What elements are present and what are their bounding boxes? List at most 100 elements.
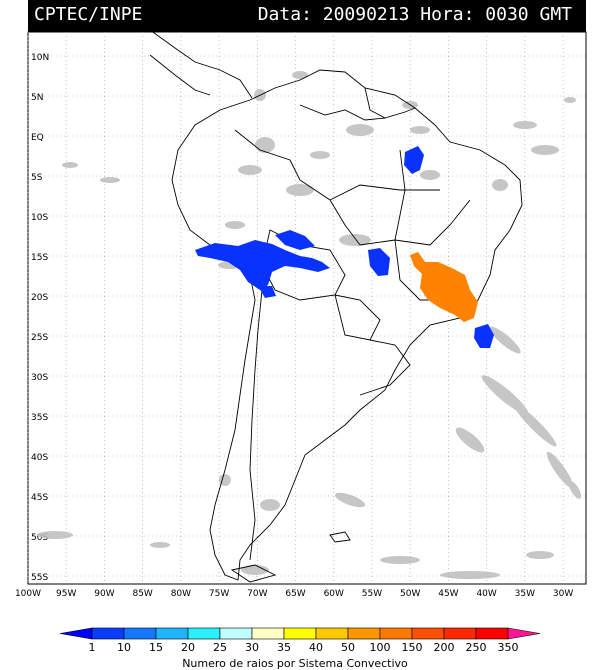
border-argentina-chile <box>249 289 263 561</box>
cloud-patch <box>410 126 430 134</box>
cluster-atlantic <box>474 324 494 348</box>
lat-tick-label: 55S <box>31 573 48 583</box>
cloud-patch <box>564 97 576 103</box>
cloud-patch <box>225 221 245 229</box>
lon-tick-label: 50W <box>400 589 420 599</box>
falkland-islands <box>329 531 351 543</box>
cluster-southeast-brazil <box>410 252 478 322</box>
legend-tick-label: 250 <box>466 641 487 654</box>
legend-color-swatch <box>187 627 221 640</box>
cloud-patch <box>62 162 78 168</box>
border-guianas <box>364 87 416 119</box>
legend-color-swatch <box>155 627 189 640</box>
cloud-patch <box>310 151 330 159</box>
lon-tick-label: 100W <box>15 589 41 599</box>
cloud-patch <box>150 542 170 548</box>
cloud-patch <box>455 427 485 453</box>
cloud-patch <box>238 165 262 175</box>
cluster-northeast <box>404 146 424 174</box>
legend-tick-label: 30 <box>245 641 259 654</box>
datetime-label: Data: 20090213 Hora: 0030 GMT <box>257 4 572 25</box>
legend-tick-label: 150 <box>402 641 423 654</box>
lat-tick-label: 35S <box>31 413 48 423</box>
longitude-labels: 100W 95W 90W 85W 80W 75W 70W 65W 60W 55W 50W 45W 40W… <box>15 589 573 599</box>
lightning-clusters-orange <box>410 252 478 322</box>
legend-color-swatch <box>347 627 381 640</box>
cluster-amazon <box>275 230 315 250</box>
lat-tick-label: 5N <box>31 93 43 103</box>
legend-color-swatch <box>251 627 285 640</box>
border-colombia-peru <box>234 129 301 181</box>
lon-tick-label: 80W <box>171 589 191 599</box>
cloud-patch <box>286 184 314 196</box>
lat-tick-label: 30S <box>31 373 48 383</box>
cloud-patch <box>346 124 374 136</box>
lat-tick-label: 50S <box>31 533 48 543</box>
legend-color-swatch <box>507 627 541 640</box>
cloud-patch <box>260 499 280 511</box>
latitude-labels: 10N 5N EQ 5S 10S 15S 20S 25S 30S 35S 40S 45S 50S 55S <box>31 53 49 583</box>
legend-tick-labels: 1 10 15 20 25 30 35 40 50 100 150 200 250 350 <box>89 641 519 654</box>
cloud-patch <box>339 234 371 246</box>
legend-tick-label: 1 <box>89 641 96 654</box>
lon-tick-label: 75W <box>209 589 229 599</box>
legend-tick-label: 40 <box>309 641 323 654</box>
gray-cloud-areas <box>37 71 582 579</box>
legend-tick-label: 100 <box>370 641 391 654</box>
cluster-peru-bolivia <box>195 240 330 290</box>
legend-tick-label: 35 <box>277 641 291 654</box>
map-frame <box>27 31 587 585</box>
lon-tick-label: 30W <box>553 589 573 599</box>
lon-tick-label: 70W <box>247 589 267 599</box>
cloud-patch <box>440 571 500 579</box>
lat-tick-label: 25S <box>31 333 48 343</box>
cloud-patch <box>531 145 559 155</box>
lat-tick-label: 5S <box>31 173 43 183</box>
lat-tick-label: 10S <box>31 213 48 223</box>
lon-tick-label: 55W <box>362 589 382 599</box>
legend-color-swatch <box>411 627 445 640</box>
cloud-patch <box>513 121 537 129</box>
cluster-central-brazil <box>368 248 390 276</box>
lat-tick-label: 45S <box>31 493 48 503</box>
cloud-patch <box>380 556 420 564</box>
legend-color-swatch <box>379 627 413 640</box>
tierra-del-fuego <box>230 564 277 583</box>
color-legend <box>59 627 541 640</box>
legend-color-swatch <box>283 627 317 640</box>
cloud-patch <box>513 403 557 447</box>
lat-tick-label: 10N <box>31 53 49 63</box>
legend-color-swatch <box>59 627 93 640</box>
lon-tick-label: 85W <box>132 589 152 599</box>
legend-tick-label: 25 <box>213 641 227 654</box>
cloud-patch <box>100 177 120 183</box>
border-brazil-states-1 <box>359 199 471 246</box>
legend-tick-label: 350 <box>498 641 519 654</box>
lon-tick-label: 45W <box>438 589 458 599</box>
cloud-patch <box>241 565 269 575</box>
lat-tick-label: 40S <box>31 453 48 463</box>
border-brazil-states-4 <box>329 184 440 201</box>
legend-title: Numero de raios por Sistema Convectivo <box>182 657 408 670</box>
legend-tick-label: 10 <box>117 641 131 654</box>
legend-tick-label: 200 <box>434 641 455 654</box>
cloud-patch <box>219 474 231 486</box>
lon-tick-label: 90W <box>94 589 114 599</box>
cloud-patch <box>489 326 521 354</box>
lon-tick-label: 95W <box>56 589 76 599</box>
cloud-patch <box>37 531 73 539</box>
legend-color-swatch <box>91 627 125 640</box>
legend-tick-label: 20 <box>181 641 195 654</box>
cloud-patch <box>292 71 308 79</box>
border-venezuela-brazil <box>299 104 386 121</box>
central-america-coastline <box>149 29 253 99</box>
lat-tick-label: EQ <box>31 133 44 143</box>
map-header: CPTEC/INPE Data: 20090213 Hora: 0030 GMT <box>28 0 586 32</box>
legend-color-swatch <box>475 627 509 640</box>
border-argentina-brazil <box>359 339 411 396</box>
cloud-patch <box>526 551 554 559</box>
legend-color-swatch <box>123 627 157 640</box>
lat-tick-label: 15S <box>31 253 48 263</box>
cloud-patch <box>546 451 574 489</box>
